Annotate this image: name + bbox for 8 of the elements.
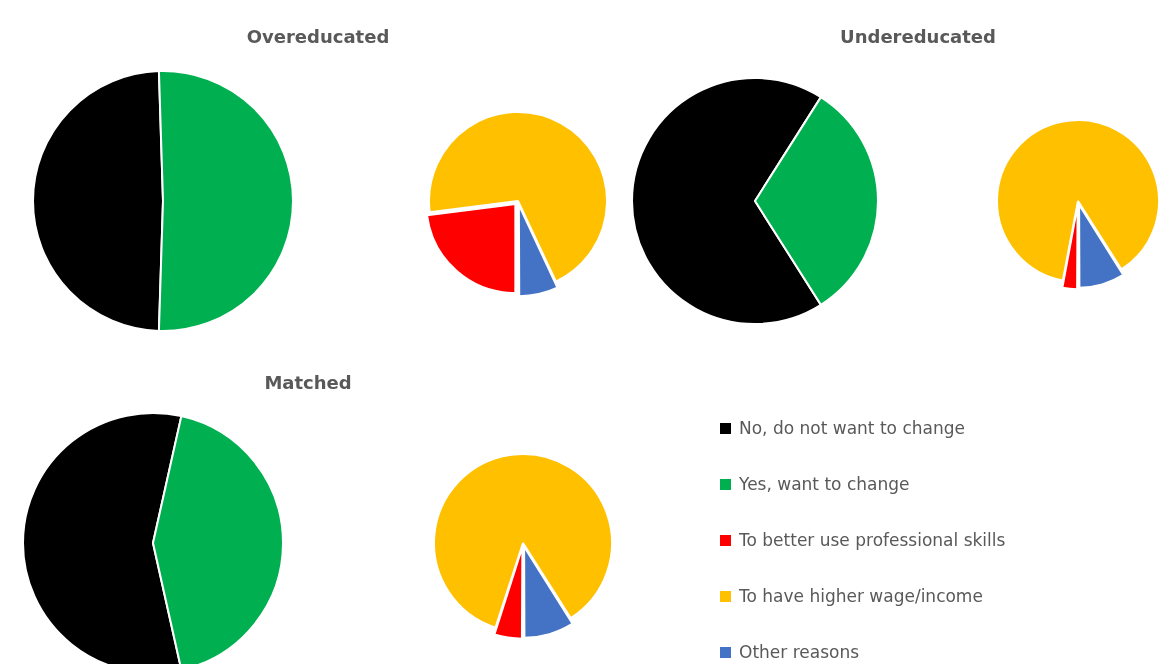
legend-label: To better use professional skills (739, 530, 1006, 550)
legend-label: Yes, want to change (739, 474, 910, 494)
legend-label: Other reasons (739, 642, 860, 662)
chart-title: Overeducated (245, 26, 391, 47)
chart-title: Matched (263, 372, 353, 393)
legend-label: To have higher wage/income (739, 586, 983, 606)
legend-label: No, do not want to change (739, 418, 965, 438)
text: Undereducated (839, 26, 997, 47)
